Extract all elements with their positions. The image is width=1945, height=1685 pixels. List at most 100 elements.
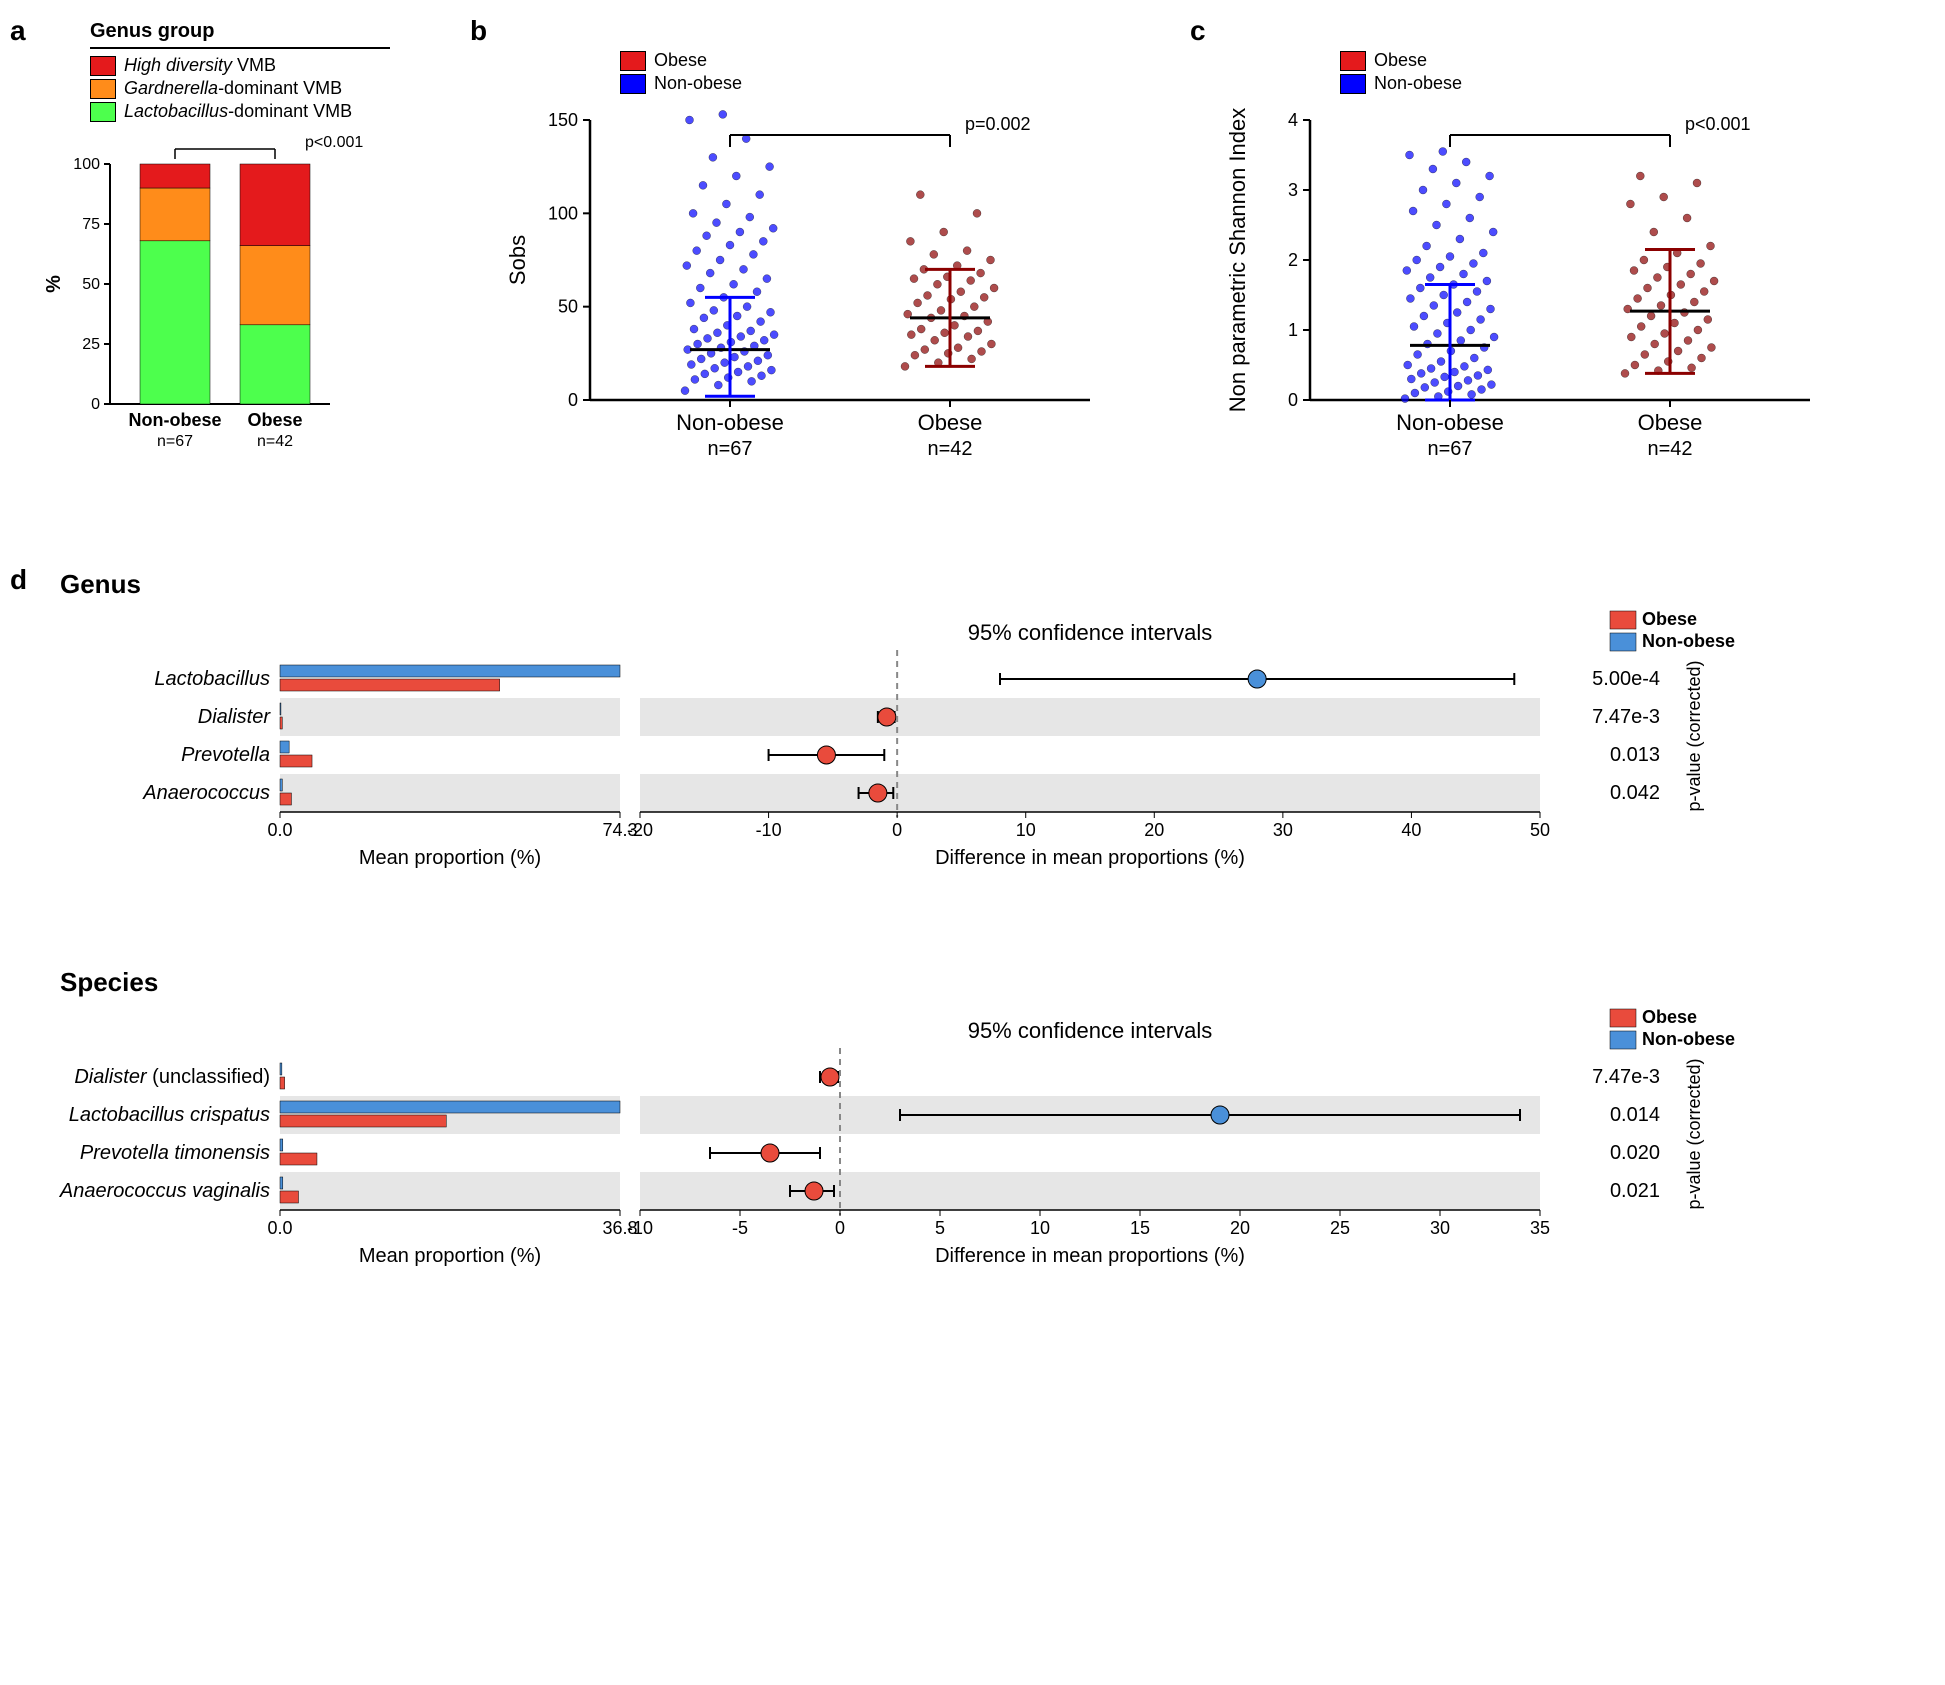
- svg-text:Anaerococcus: Anaerococcus: [142, 782, 270, 804]
- svg-text:30: 30: [1273, 820, 1293, 840]
- svg-text:n=67: n=67: [157, 433, 193, 450]
- svg-text:n=42: n=42: [1647, 438, 1692, 460]
- svg-text:0.013: 0.013: [1610, 744, 1660, 766]
- panel-b-chart: 050100150SobsNon-obesen=67Obesen=42p=0.0…: [480, 20, 1160, 500]
- svg-text:10: 10: [1030, 1218, 1050, 1238]
- svg-text:Prevotella: Prevotella: [181, 744, 270, 766]
- svg-text:0: 0: [1288, 390, 1298, 410]
- svg-text:40: 40: [1401, 820, 1421, 840]
- section-title: Species: [60, 967, 1900, 998]
- panel-b: b ObeseNon-obese 050100150SobsNon-obesen…: [480, 20, 1160, 509]
- panel-a-chart: 0255075100%Non-obesen=67Obesen=42p<0.001: [20, 124, 440, 504]
- svg-text:10: 10: [1016, 820, 1036, 840]
- panel-d-label: d: [10, 564, 27, 596]
- svg-text:Non-obese: Non-obese: [1642, 1029, 1735, 1049]
- svg-text:%: %: [43, 275, 65, 293]
- svg-text:p-value (corrected): p-value (corrected): [1684, 660, 1704, 811]
- svg-text:25: 25: [1330, 1218, 1350, 1238]
- svg-text:-10: -10: [756, 820, 782, 840]
- svg-text:Dialister (unclassified): Dialister (unclassified): [74, 1066, 270, 1088]
- svg-text:7.47e-3: 7.47e-3: [1592, 1066, 1660, 1088]
- svg-text:0.021: 0.021: [1610, 1180, 1660, 1202]
- legend-item: Obese: [620, 50, 742, 71]
- svg-text:p=0.002: p=0.002: [965, 114, 1031, 134]
- panel-c-label: c: [1190, 15, 1206, 47]
- svg-text:Non-obese: Non-obese: [1396, 410, 1504, 435]
- svg-text:100: 100: [73, 156, 100, 173]
- svg-text:5.00e-4: 5.00e-4: [1592, 668, 1660, 690]
- svg-text:0.020: 0.020: [1610, 1142, 1660, 1164]
- svg-text:Non-obese: Non-obese: [1642, 631, 1735, 651]
- svg-text:-20: -20: [627, 820, 653, 840]
- legend-item: Gardnerella-dominant VMB: [90, 78, 440, 99]
- panel-a: a Genus group High diversity VMBGardnere…: [20, 20, 440, 509]
- svg-text:Mean proportion (%): Mean proportion (%): [359, 847, 541, 869]
- svg-text:Non-obese: Non-obese: [676, 410, 784, 435]
- panel-d: d Genus95% confidence intervalsObeseNon-…: [20, 569, 1900, 1315]
- svg-text:4: 4: [1288, 110, 1298, 130]
- svg-text:30: 30: [1430, 1218, 1450, 1238]
- svg-text:Obese: Obese: [1642, 609, 1697, 629]
- svg-text:n=67: n=67: [1427, 438, 1472, 460]
- svg-text:p<0.001: p<0.001: [1685, 114, 1751, 134]
- legend-item: High diversity VMB: [90, 55, 440, 76]
- panel-d-section: Genus 95% confidence intervals ObeseNon-ob…: [20, 569, 1900, 917]
- panel-a-label: a: [10, 15, 26, 47]
- svg-text:95% confidence intervals: 95% confidence intervals: [968, 1018, 1213, 1043]
- svg-text:95% confidence intervals: 95% confidence intervals: [968, 620, 1213, 645]
- svg-text:p-value (corrected): p-value (corrected): [1684, 1058, 1704, 1209]
- legend-item: Non-obese: [1340, 73, 1462, 94]
- svg-text:3: 3: [1288, 180, 1298, 200]
- svg-text:0.0: 0.0: [267, 820, 292, 840]
- panel-c-legend: ObeseNon-obese: [1340, 50, 1462, 96]
- svg-text:Difference in mean proportions: Difference in mean proportions (%): [935, 847, 1245, 869]
- svg-text:0: 0: [892, 820, 902, 840]
- svg-text:Non parametric Shannon Index: Non parametric Shannon Index: [1225, 108, 1250, 413]
- svg-text:Dialister: Dialister: [198, 706, 272, 728]
- panel-b-legend: ObeseNon-obese: [620, 50, 742, 96]
- svg-text:0.042: 0.042: [1610, 782, 1660, 804]
- svg-text:100: 100: [548, 203, 578, 223]
- panel-c-chart: 0 1 2 3 4 Non parametric Shannon Index Non-obe…: [1200, 20, 1880, 500]
- panel-a-legend: Genus group High diversity VMBGardnerell…: [90, 20, 440, 122]
- svg-text:0.014: 0.014: [1610, 1104, 1660, 1126]
- svg-text:Sobs: Sobs: [505, 235, 530, 285]
- svg-text:75: 75: [82, 216, 100, 233]
- panel-a-legend-title: Genus group: [90, 20, 440, 43]
- svg-text:Lactobacillus crispatus: Lactobacillus crispatus: [69, 1104, 270, 1126]
- legend-item: Non-obese: [620, 73, 742, 94]
- section-chart: 95% confidence intervals ObeseNon-obese p-…: [20, 1008, 1900, 1310]
- svg-text:Prevotella timonensis: Prevotella timonensis: [80, 1142, 270, 1164]
- svg-text:Obese: Obese: [1638, 410, 1703, 435]
- svg-text:2: 2: [1288, 250, 1298, 270]
- svg-text:20: 20: [1230, 1218, 1250, 1238]
- svg-text:0.0: 0.0: [267, 1218, 292, 1238]
- figure: a Genus group High diversity VMBGardnere…: [20, 20, 1925, 1315]
- svg-text:n=42: n=42: [927, 438, 972, 460]
- svg-text:1: 1: [1288, 320, 1298, 340]
- svg-text:0: 0: [835, 1218, 845, 1238]
- legend-item: Lactobacillus-dominant VMB: [90, 101, 440, 122]
- section-chart: 95% confidence intervals ObeseNon-obese p-…: [20, 610, 1900, 912]
- svg-text:Difference in mean proportions: Difference in mean proportions (%): [935, 1245, 1245, 1267]
- svg-text:n=42: n=42: [257, 433, 293, 450]
- legend-item: Obese: [1340, 50, 1462, 71]
- section-title: Genus: [60, 569, 1900, 600]
- svg-text:0: 0: [568, 390, 578, 410]
- svg-text:n=67: n=67: [707, 438, 752, 460]
- svg-text:50: 50: [558, 297, 578, 317]
- svg-text:20: 20: [1144, 820, 1164, 840]
- svg-text:50: 50: [1530, 820, 1550, 840]
- svg-text:5: 5: [935, 1218, 945, 1238]
- svg-text:Obese: Obese: [1642, 1007, 1697, 1027]
- panel-d-section: Species 95% confidence intervals ObeseNon-…: [20, 967, 1900, 1315]
- panel-b-label: b: [470, 15, 487, 47]
- svg-text:Obese: Obese: [247, 410, 302, 430]
- svg-text:25: 25: [82, 336, 100, 353]
- svg-text:50: 50: [82, 276, 100, 293]
- svg-text:-10: -10: [627, 1218, 653, 1238]
- svg-text:Lactobacillus: Lactobacillus: [154, 668, 270, 690]
- svg-text:-5: -5: [732, 1218, 748, 1238]
- svg-text:Mean proportion (%): Mean proportion (%): [359, 1245, 541, 1267]
- svg-text:15: 15: [1130, 1218, 1150, 1238]
